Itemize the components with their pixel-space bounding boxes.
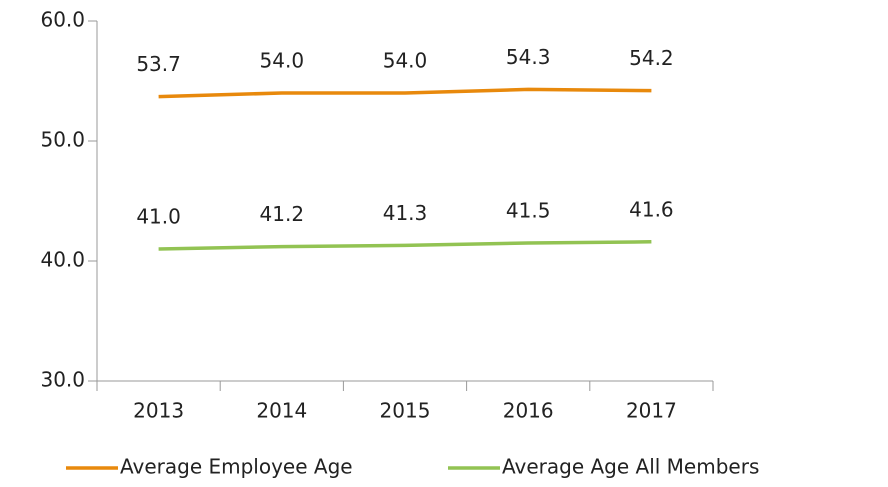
data-label: 41.3 <box>383 201 428 225</box>
y-tick-label: 50.0 <box>40 128 85 152</box>
x-tick-label: 2014 <box>256 399 307 423</box>
line <box>158 87 652 99</box>
x-tick-label: 2015 <box>380 399 431 423</box>
data-label: 41.0 <box>136 205 181 229</box>
data-label: 54.2 <box>629 46 674 70</box>
x-tick-label: 2016 <box>503 399 554 423</box>
x-tick-label: 2017 <box>626 399 677 423</box>
data-label: 54.3 <box>506 45 551 69</box>
data-label: 53.7 <box>136 52 181 76</box>
data-label: 41.5 <box>506 199 551 223</box>
legend-label: Average Age All Members <box>502 455 759 479</box>
y-tick-label: 30.0 <box>40 368 85 392</box>
y-tick-label: 40.0 <box>40 248 85 272</box>
data-label: 41.6 <box>629 197 674 221</box>
y-tick-label: 60.0 <box>40 8 85 32</box>
line <box>158 240 652 251</box>
data-label: 41.2 <box>260 202 305 226</box>
data-label: 54.0 <box>383 49 428 73</box>
data-label: 54.0 <box>260 49 305 73</box>
legend-label: Average Employee Age <box>120 455 353 479</box>
x-tick-label: 2013 <box>133 399 184 423</box>
